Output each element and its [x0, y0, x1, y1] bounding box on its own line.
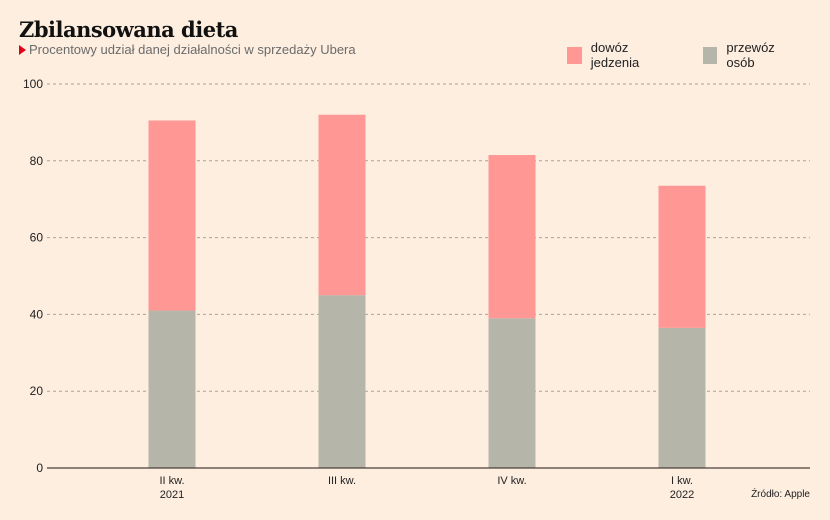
- subtitle-text: Procentowy udział danej działalności w s…: [29, 42, 356, 57]
- x-tick-label: IV kw.: [497, 475, 526, 487]
- legend-swatch-food: [567, 46, 582, 64]
- y-tick-label: 60: [30, 231, 44, 245]
- bar-food: [318, 114, 366, 296]
- legend-label-rides: przewóz osób: [726, 40, 775, 70]
- bar-rides: [148, 310, 196, 468]
- legend: dowóz jedzenia przewóz osób: [567, 40, 830, 70]
- bar-food: [488, 155, 536, 319]
- triangle-bullet-icon: [19, 44, 26, 55]
- y-tick-label: 40: [30, 307, 44, 321]
- legend-item-rides: przewóz osób: [702, 40, 796, 70]
- chart-subtitle: Procentowy udział danej działalności w s…: [19, 42, 356, 57]
- bar-rides: [488, 318, 536, 468]
- bar-rides: [318, 295, 366, 468]
- bar-food: [658, 185, 706, 328]
- y-tick-label: 0: [36, 461, 43, 475]
- bar-rides: [658, 327, 706, 468]
- legend-item-food: dowóz jedzenia: [567, 40, 669, 70]
- source-note: Źródło: Apple: [751, 489, 810, 500]
- x-tick-label: III kw.: [328, 475, 356, 487]
- x-tick-label-year: 2022: [670, 489, 694, 501]
- x-tick-label: II kw.: [159, 475, 184, 487]
- x-tick-label-year: 2021: [160, 489, 184, 501]
- chart-title: Zbilansowana dieta: [19, 17, 238, 42]
- bar-food: [148, 120, 196, 311]
- y-tick-label: 100: [23, 77, 43, 91]
- y-tick-label: 20: [30, 384, 44, 398]
- legend-swatch-rides: [702, 46, 718, 64]
- legend-label-food: dowóz jedzenia: [590, 40, 640, 70]
- x-tick-label: I kw.: [671, 475, 693, 487]
- y-tick-label: 80: [30, 154, 44, 168]
